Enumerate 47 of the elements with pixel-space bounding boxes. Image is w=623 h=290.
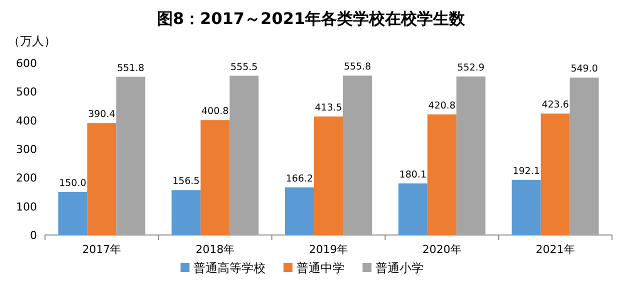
data-label: 156.5 bbox=[172, 176, 200, 188]
bar bbox=[230, 76, 259, 235]
bar bbox=[58, 192, 88, 235]
bar bbox=[456, 76, 486, 235]
data-label: 555.5 bbox=[230, 62, 258, 73]
bar bbox=[540, 114, 570, 235]
data-label: 423.6 bbox=[542, 100, 569, 111]
y-tick-label: 400 bbox=[16, 114, 37, 128]
x-tick-label: 2019年 bbox=[309, 243, 348, 256]
x-tick-label: 2017年 bbox=[82, 243, 122, 256]
data-label: 551.8 bbox=[117, 62, 144, 74]
x-tick-label: 2020年 bbox=[422, 243, 462, 256]
legend-label: 普通小学 bbox=[376, 261, 424, 275]
data-label: 390.4 bbox=[88, 109, 116, 120]
legend-label: 普通中学 bbox=[296, 261, 344, 275]
bar bbox=[87, 123, 116, 235]
data-label: 555.8 bbox=[344, 62, 372, 73]
legend-label: 普通高等学校 bbox=[194, 261, 266, 275]
bar bbox=[427, 114, 456, 235]
bar bbox=[570, 78, 599, 235]
data-label: 180.1 bbox=[399, 169, 426, 180]
y-tick-label: 100 bbox=[16, 200, 37, 214]
data-label: 549.0 bbox=[570, 64, 598, 75]
data-label: 192.1 bbox=[512, 166, 540, 177]
y-tick-label: 500 bbox=[16, 86, 37, 99]
x-tick-label: 2018年 bbox=[196, 243, 235, 256]
data-label: 413.5 bbox=[314, 102, 342, 114]
bar bbox=[172, 190, 201, 235]
y-axis-title: （万人） bbox=[8, 34, 56, 48]
data-label: 166.2 bbox=[286, 173, 314, 184]
y-tick-label: 600 bbox=[16, 57, 37, 70]
bar bbox=[116, 76, 146, 235]
bar bbox=[398, 183, 428, 235]
data-label: 400.8 bbox=[202, 106, 229, 118]
chart-title: 图8：2017～2021年各类学校在校学生数 bbox=[156, 9, 466, 28]
data-label: 420.8 bbox=[428, 100, 456, 112]
data-label: 552.9 bbox=[457, 62, 484, 74]
y-tick-label: 200 bbox=[16, 172, 37, 185]
x-tick-label: 2021年 bbox=[536, 243, 575, 256]
bar bbox=[512, 180, 541, 235]
bar bbox=[285, 187, 314, 235]
data-label: 150.0 bbox=[59, 178, 86, 189]
y-tick-label: 0 bbox=[30, 229, 37, 242]
bar bbox=[343, 76, 372, 235]
bar bbox=[200, 120, 230, 235]
bar bbox=[314, 116, 343, 235]
y-tick-label: 300 bbox=[16, 143, 37, 156]
